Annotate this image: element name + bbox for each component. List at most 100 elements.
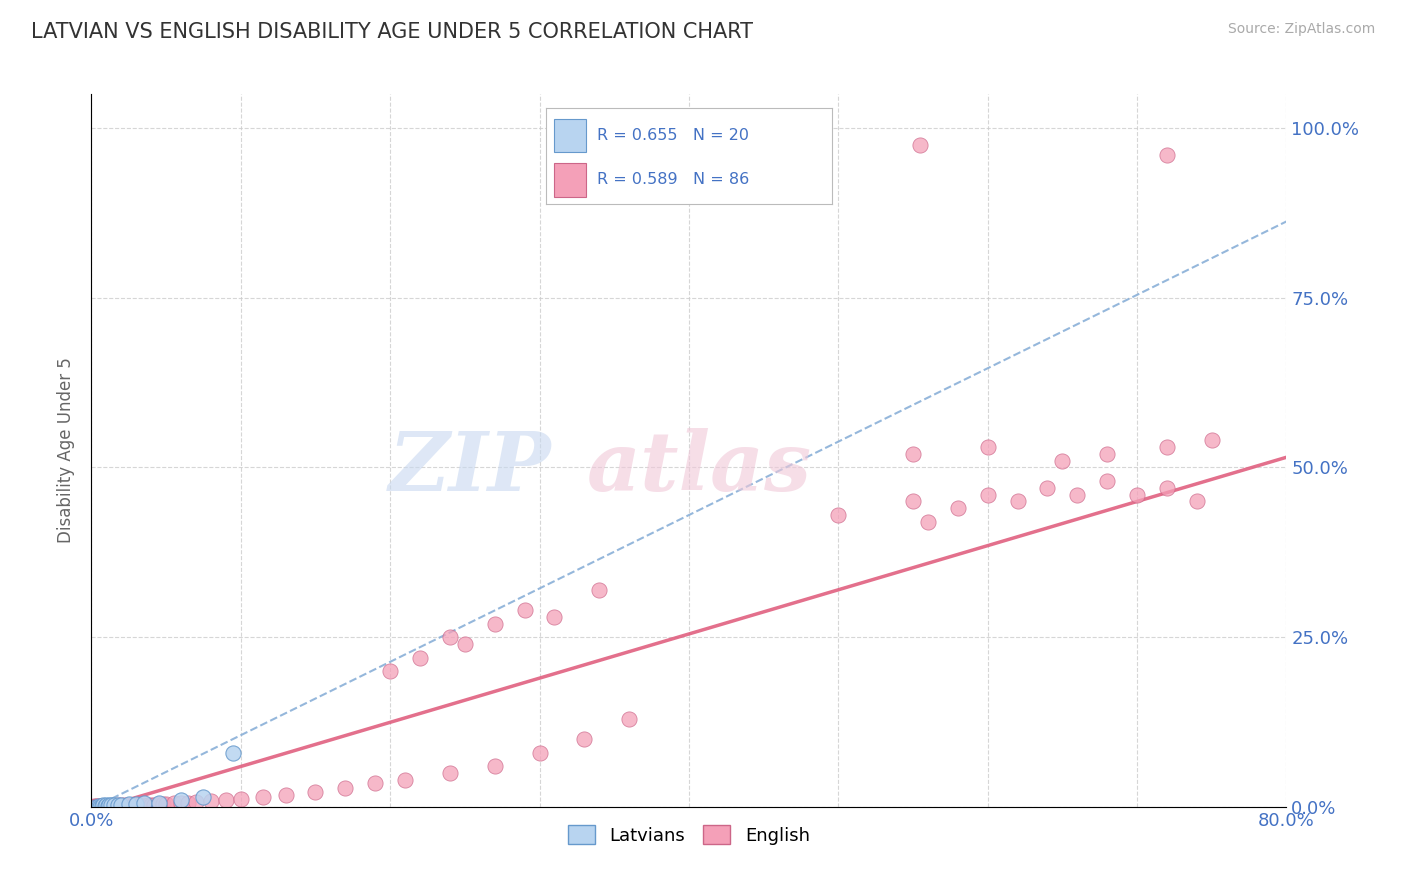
Point (107, 798, 129, 813)
Point (229, 792, 252, 806)
Point (108, 798, 131, 813)
Point (946, 501, 969, 516)
Point (274, 788, 297, 802)
Point (104, 798, 127, 813)
Point (619, 712, 641, 726)
Point (304, 785, 326, 799)
Point (910, 137, 932, 152)
Point (380, 665, 402, 679)
Point (93, 798, 115, 813)
Point (252, 790, 274, 805)
Point (122, 798, 145, 813)
Point (82, 799, 104, 814)
Point (84, 799, 107, 814)
Point (96, 799, 118, 814)
Point (94, 798, 117, 813)
Text: atlas: atlas (588, 428, 813, 508)
Point (155, 797, 177, 811)
Point (439, 766, 461, 780)
Point (1156, 148, 1178, 162)
Point (1007, 494, 1029, 508)
Point (901, 494, 924, 508)
Point (97, 798, 120, 813)
Point (827, 508, 849, 522)
Point (148, 797, 170, 811)
Point (100, 798, 122, 813)
Point (132, 797, 155, 812)
Point (1097, 447, 1119, 461)
Point (89, 798, 111, 813)
Point (574, 732, 596, 747)
Point (90, 798, 112, 813)
Point (125, 797, 148, 811)
Point (152, 797, 174, 811)
Point (96, 798, 118, 813)
Point (128, 797, 150, 812)
Point (394, 773, 416, 788)
Point (94, 798, 117, 813)
Point (1036, 481, 1059, 495)
Text: Source: ZipAtlas.com: Source: ZipAtlas.com (1227, 22, 1375, 37)
Point (484, 616, 506, 631)
Point (222, 746, 245, 760)
Point (103, 797, 125, 812)
Point (513, 603, 536, 617)
Point (110, 797, 132, 812)
Point (90, 798, 112, 813)
Point (125, 798, 148, 813)
Point (193, 790, 215, 805)
Point (103, 798, 125, 813)
Point (1201, 434, 1223, 448)
Point (484, 759, 506, 773)
Point (84, 798, 107, 813)
Point (976, 488, 998, 502)
Point (162, 796, 184, 810)
Point (588, 582, 610, 597)
Point (335, 781, 357, 796)
Point (454, 637, 477, 651)
Point (543, 610, 565, 624)
Point (93, 798, 115, 813)
Point (1097, 474, 1119, 488)
Point (101, 798, 124, 813)
Point (90, 799, 112, 814)
Point (1126, 488, 1149, 502)
Point (215, 793, 238, 807)
Point (148, 796, 170, 810)
Point (132, 796, 155, 810)
Point (83, 799, 105, 814)
Point (87, 798, 110, 813)
Point (96, 798, 118, 813)
Legend: Latvians, English: Latvians, English (561, 818, 817, 852)
Point (143, 797, 166, 812)
Point (1066, 488, 1088, 502)
Point (439, 631, 461, 645)
Point (917, 515, 939, 529)
Point (110, 798, 132, 813)
Point (364, 776, 387, 790)
Point (94, 798, 117, 813)
Point (105, 798, 128, 813)
Text: ZIP: ZIP (389, 428, 551, 508)
Point (177, 796, 200, 810)
Point (141, 797, 163, 812)
Point (83, 798, 105, 813)
Point (93, 799, 115, 814)
Point (170, 793, 193, 807)
Point (89, 799, 111, 814)
Text: LATVIAN VS ENGLISH DISABILITY AGE UNDER 5 CORRELATION CHART: LATVIAN VS ENGLISH DISABILITY AGE UNDER … (31, 22, 754, 42)
Point (87, 799, 110, 814)
Point (901, 447, 924, 461)
Point (120, 798, 142, 813)
Point (200, 794, 222, 808)
Point (107, 797, 129, 812)
Point (100, 798, 122, 813)
Point (529, 746, 551, 760)
Point (1156, 481, 1178, 495)
Point (97, 798, 120, 813)
Point (86, 798, 108, 813)
Point (976, 440, 998, 454)
Point (84, 799, 107, 814)
Point (112, 798, 135, 813)
Point (1052, 453, 1074, 467)
